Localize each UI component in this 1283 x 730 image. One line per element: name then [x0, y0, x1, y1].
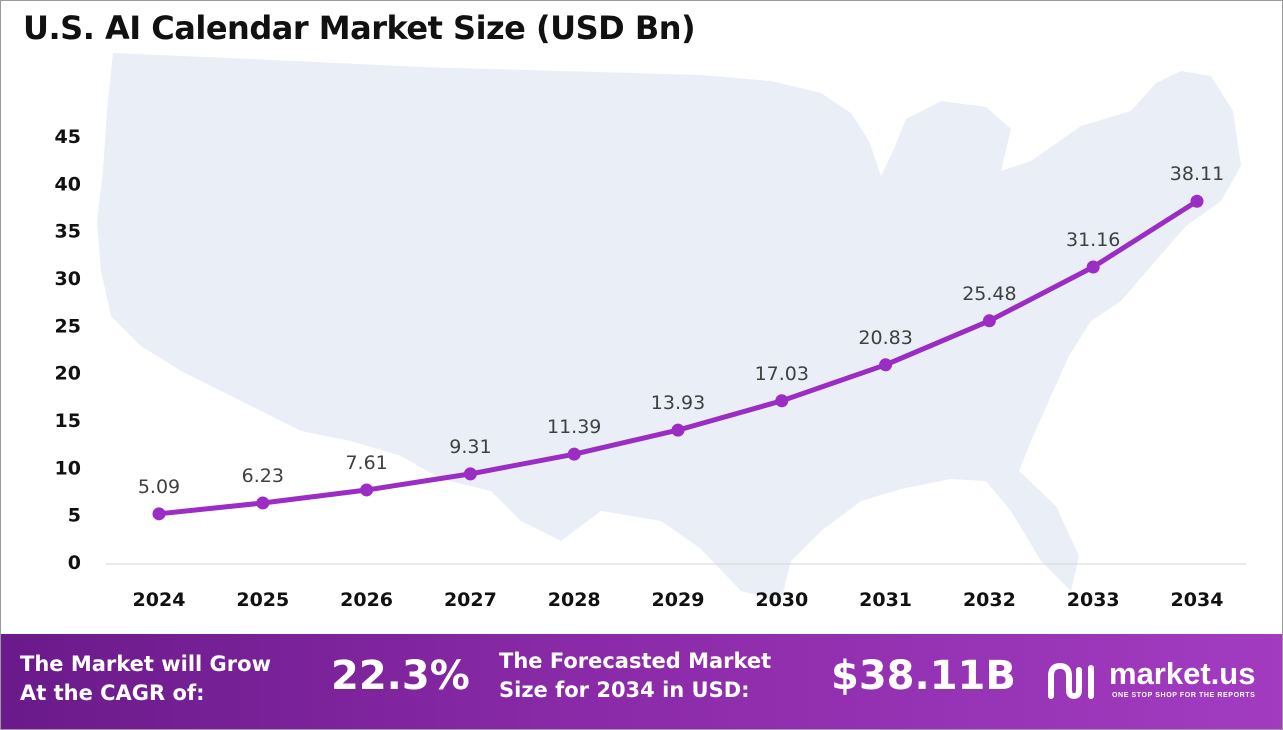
data-label: 13.93	[651, 392, 705, 414]
data-point	[671, 423, 685, 437]
data-label: 9.31	[449, 436, 491, 458]
brand-tagline: ONE STOP SHOP FOR THE REPORTS	[1112, 692, 1256, 699]
y-tick-label: 0	[68, 552, 81, 574]
x-tick-label: 2031	[859, 589, 912, 611]
data-label: 5.09	[138, 476, 180, 498]
cagr-value: 22.3%	[331, 653, 470, 699]
data-point	[775, 394, 789, 408]
data-label: 6.23	[242, 465, 284, 487]
x-axis: 2024 2025 2026 2027 2028 2029 2030 2031 2032 2033…	[133, 589, 1224, 611]
x-tick-label: 2026	[340, 589, 393, 611]
cagr-label-line1: The Market will Grow	[20, 652, 271, 676]
data-point	[567, 447, 581, 461]
y-tick-label: 30	[55, 268, 81, 290]
market-us-logo-icon	[1048, 662, 1094, 700]
x-tick-label: 2032	[963, 589, 1016, 611]
y-axis: 0 5 10 15 20 25 30 35 40 45	[55, 126, 81, 574]
y-tick-label: 20	[55, 363, 81, 385]
data-point	[1086, 260, 1100, 274]
data-point	[879, 358, 893, 372]
y-tick-label: 45	[55, 126, 81, 148]
x-tick-label: 2024	[133, 589, 186, 611]
data-label: 11.39	[547, 416, 601, 438]
data-labels: 5.09 6.23 7.61 9.31 11.39 13.93 17.03 20.83 25.4…	[138, 163, 1224, 498]
data-label: 31.16	[1066, 229, 1120, 251]
y-tick-label: 5	[68, 505, 81, 527]
y-tick-label: 35	[55, 221, 81, 243]
forecast-label-line2: Size for 2034 in USD:	[499, 678, 750, 702]
forecast-label-line1: The Forecasted Market	[499, 649, 772, 673]
footer-banner: The Market will Grow At the CAGR of: 22.…	[1, 634, 1282, 729]
data-point	[152, 507, 166, 521]
data-point	[360, 483, 374, 497]
data-label: 38.11	[1170, 163, 1224, 185]
cagr-label-line2: At the CAGR of:	[20, 681, 205, 705]
x-tick-label: 2034	[1171, 589, 1224, 611]
data-label: 17.03	[755, 363, 809, 385]
data-label: 20.83	[858, 327, 912, 349]
chart-title: U.S. AI Calendar Market Size (USD Bn)	[23, 9, 696, 47]
x-tick-label: 2029	[652, 589, 705, 611]
data-point	[1190, 194, 1204, 208]
forecast-value: $38.11B	[831, 653, 1016, 699]
brand-name: market.us	[1109, 656, 1256, 691]
x-tick-label: 2025	[236, 589, 289, 611]
data-point	[982, 314, 996, 328]
y-tick-label: 15	[55, 410, 81, 432]
y-tick-label: 25	[55, 315, 81, 337]
data-point	[463, 467, 477, 481]
data-points	[152, 194, 1204, 521]
x-tick-label: 2033	[1067, 589, 1120, 611]
data-point	[256, 496, 270, 510]
x-tick-label: 2030	[755, 589, 808, 611]
us-map-silhouette	[97, 53, 1241, 601]
data-label: 25.48	[962, 283, 1016, 305]
x-tick-label: 2027	[444, 589, 497, 611]
data-label: 7.61	[345, 452, 387, 474]
x-tick-label: 2028	[548, 589, 601, 611]
y-tick-label: 10	[55, 457, 81, 479]
y-tick-label: 40	[55, 173, 81, 195]
